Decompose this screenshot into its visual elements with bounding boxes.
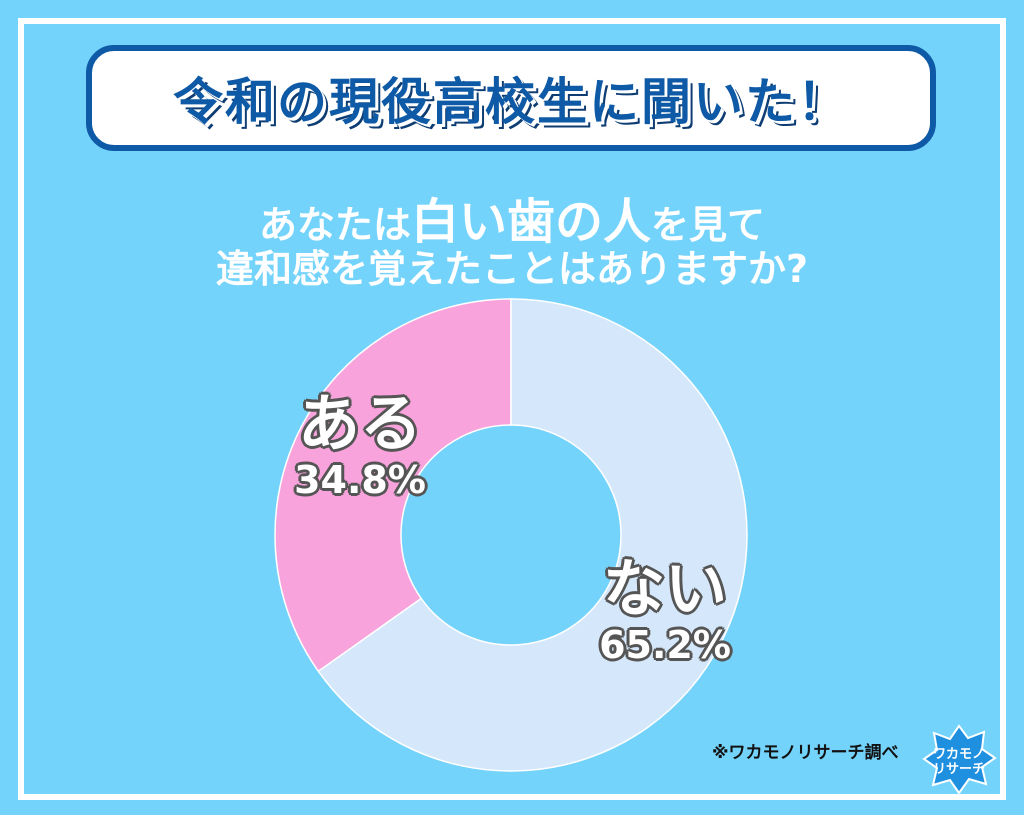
slice-label-nai: ない 65.2% xyxy=(575,552,755,668)
percent-label: 65.2% xyxy=(599,623,731,668)
category-label: ない xyxy=(602,552,727,625)
slice-label-aru: ある 34.8% xyxy=(270,387,450,503)
question-text: あなたは xyxy=(258,203,411,247)
question-emphasis: 白い歯の人 xyxy=(410,194,651,250)
white-frame xyxy=(18,18,1006,800)
question-text: を見て xyxy=(651,203,766,247)
title-box: 令和の現役高校生に聞いた！ xyxy=(86,45,936,151)
source-note: ※ワカモノリサーチ調べ xyxy=(712,743,899,763)
svg-text:ワカモノ: ワカモノ xyxy=(933,747,985,762)
question-line-1: あなたは白い歯の人を見て xyxy=(0,182,1024,252)
page-title: 令和の現役高校生に聞いた！ xyxy=(173,73,849,131)
category-label: ある xyxy=(297,387,422,460)
svg-text:リサーチ: リサーチ xyxy=(933,762,985,777)
question-line-2: 違和感を覚えたことはありますか? xyxy=(215,247,809,291)
donut-slice-0 xyxy=(274,298,512,673)
donut-slice-1 xyxy=(317,298,748,772)
wakamono-research-logo: ワカモノ リサーチ xyxy=(922,724,997,795)
percent-label: 34.8% xyxy=(294,458,426,503)
